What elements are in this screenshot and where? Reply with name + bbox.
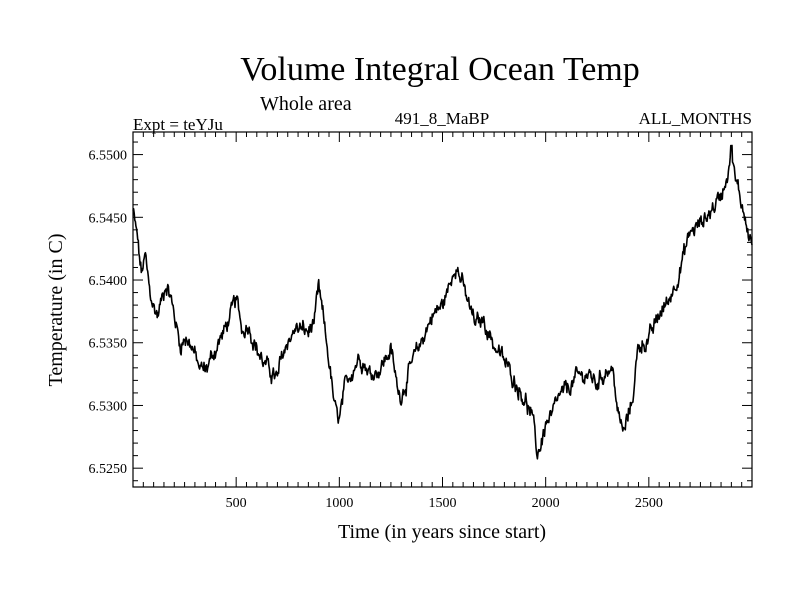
y-tick-label: 6.5450 <box>89 211 128 226</box>
x-axis-label: Time (in years since start) <box>338 521 546 543</box>
chart-title: Volume Integral Ocean Temp <box>240 51 640 88</box>
axis-tick-labels: 500 1000 1500 2000 2500 6.5250 6.5300 6.5350 6.5… <box>89 149 663 511</box>
chart-subtitle: Whole area <box>260 93 352 115</box>
x-tick-label: 500 <box>226 496 247 511</box>
y-tick-label: 6.5400 <box>89 274 128 289</box>
x-tick-label: 2500 <box>635 496 663 511</box>
period-label: 491_8_MaBP <box>395 109 489 128</box>
axis-ticks <box>133 132 752 487</box>
months-label: ALL_MONTHS <box>639 109 752 128</box>
y-axis-label: Temperature (in C) <box>45 234 67 387</box>
y-tick-label: 6.5500 <box>89 149 128 164</box>
y-tick-label: 6.5250 <box>89 462 128 477</box>
x-tick-label: 1500 <box>429 496 457 511</box>
y-tick-label: 6.5300 <box>89 399 128 414</box>
x-tick-label: 1000 <box>325 496 353 511</box>
x-tick-label: 2000 <box>532 496 560 511</box>
y-tick-label: 6.5350 <box>89 337 128 352</box>
temperature-series-line <box>132 144 753 460</box>
experiment-label: Expt = teYJu <box>133 115 223 134</box>
plot-frame <box>132 131 753 488</box>
